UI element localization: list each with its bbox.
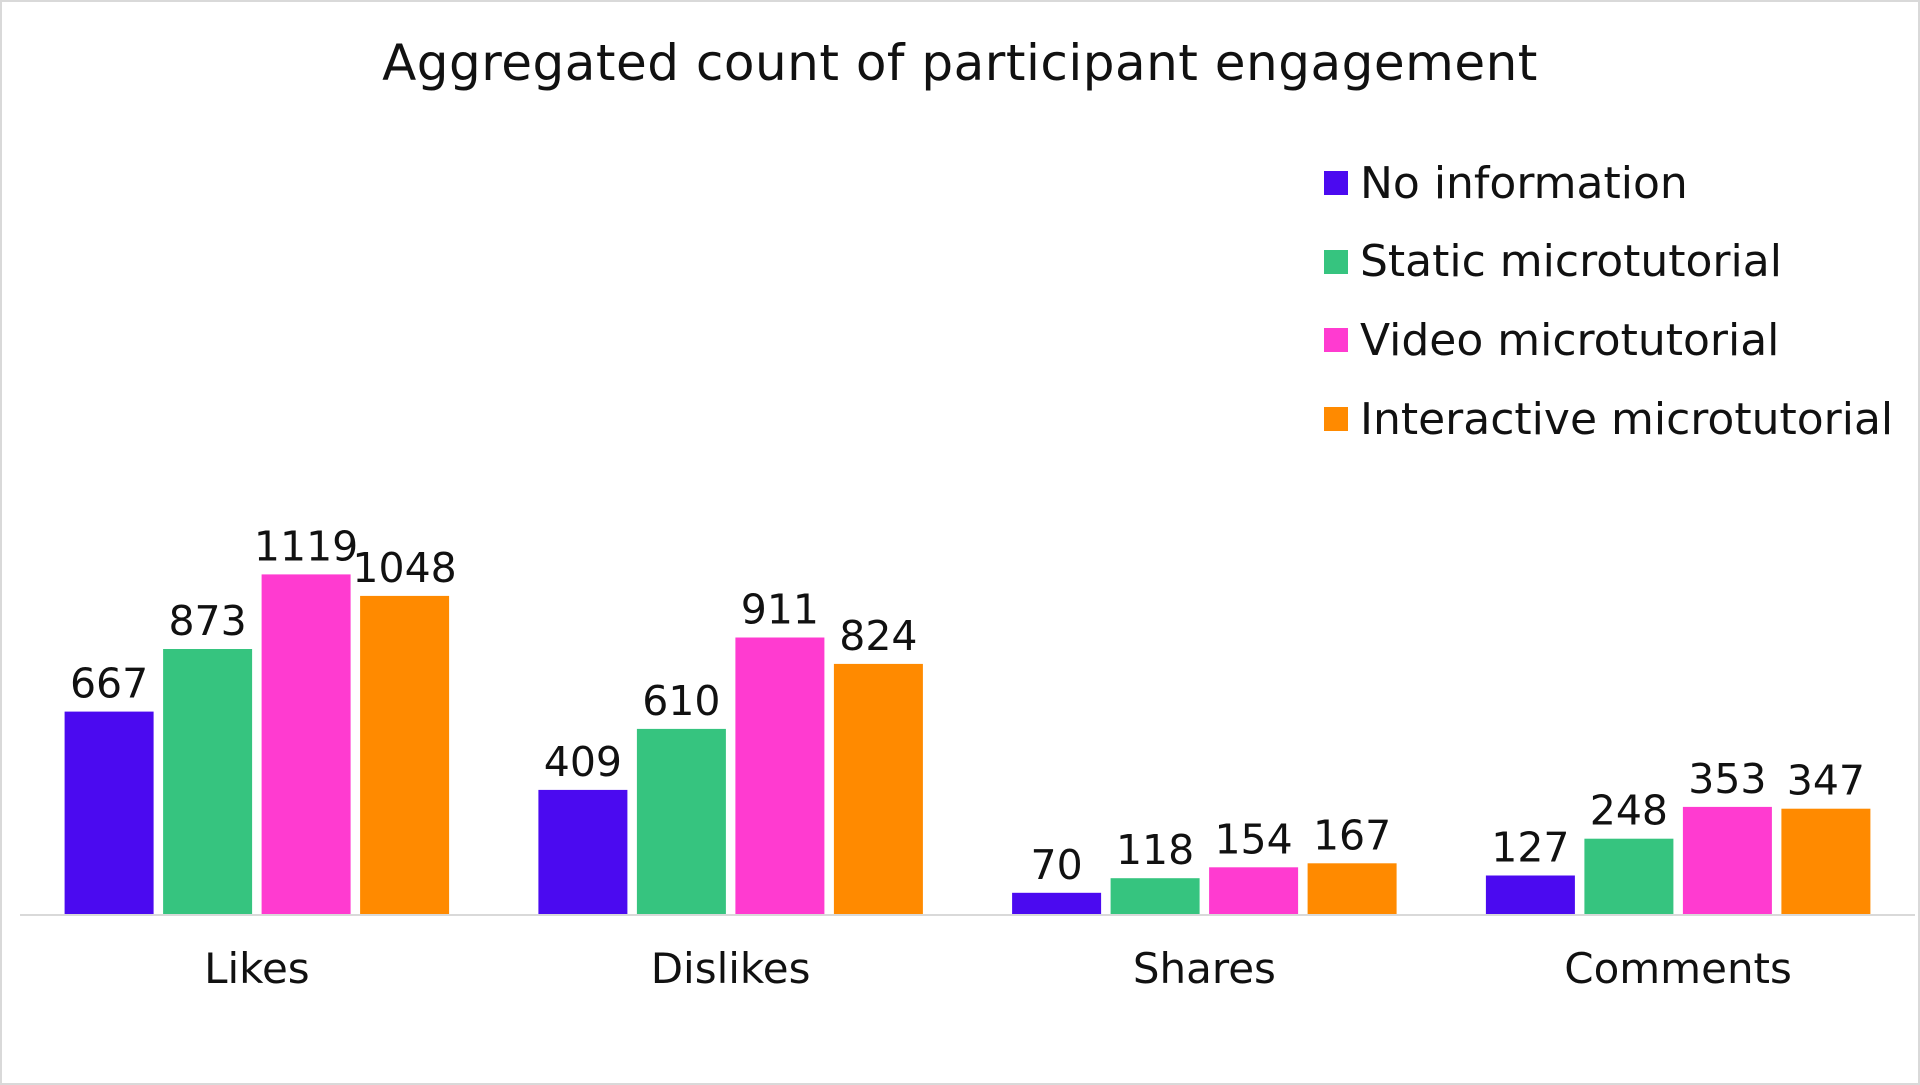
bar-comments-no-information xyxy=(1485,875,1575,914)
legend-swatch-video-microtutorial xyxy=(1324,328,1348,353)
data-label-comments-video-microtutorial: 353 xyxy=(1688,755,1766,803)
legend-item-no-information: No information xyxy=(1324,144,1893,223)
category-label-comments: Comments xyxy=(1564,944,1792,993)
category-label-likes: Likes xyxy=(204,944,310,993)
bar-comments-static-microtutorial xyxy=(1584,838,1674,914)
bar-comments-video-microtutorial xyxy=(1682,806,1772,914)
bar-comments-interactive-microtutorial xyxy=(1781,808,1871,914)
legend-label: Interactive microtutorial xyxy=(1360,393,1894,445)
legend-swatch-static-microtutorial xyxy=(1324,249,1348,274)
legend-swatch-no-information xyxy=(1324,171,1348,196)
category-labels-layer: Likes Dislikes Shares Comments xyxy=(204,944,1792,993)
bar-dislikes-no-information xyxy=(538,789,628,914)
data-label-shares-static-microtutorial: 118 xyxy=(1116,826,1194,874)
data-label-shares-interactive-microtutorial: 167 xyxy=(1313,811,1391,859)
bar-likes-static-microtutorial xyxy=(163,649,253,914)
chart-title: Aggregated count of participant engageme… xyxy=(382,34,1538,92)
category-label-dislikes: Dislikes xyxy=(651,944,811,993)
chart-legend: No information Static microtutorial Vide… xyxy=(1324,144,1893,458)
data-label-dislikes-video-microtutorial: 911 xyxy=(741,586,819,634)
category-label-shares: Shares xyxy=(1133,944,1276,993)
data-label-dislikes-interactive-microtutorial: 824 xyxy=(839,612,917,660)
legend-item-static-microtutorial: Static microtutorial xyxy=(1324,223,1893,302)
bar-shares-static-microtutorial xyxy=(1110,878,1200,914)
legend-label: No information xyxy=(1360,157,1688,209)
data-label-likes-video-microtutorial: 1119 xyxy=(254,522,358,570)
data-label-shares-no-information: 70 xyxy=(1031,841,1083,889)
bar-shares-no-information xyxy=(1012,892,1102,914)
bar-shares-video-microtutorial xyxy=(1209,867,1299,914)
bar-dislikes-interactive-microtutorial xyxy=(833,663,923,914)
data-label-dislikes-no-information: 409 xyxy=(544,738,622,786)
legend-label: Static microtutorial xyxy=(1360,236,1782,288)
legend-item-video-microtutorial: Video microtutorial xyxy=(1324,301,1893,380)
bars-layer xyxy=(64,574,1871,914)
legend-label: Video microtutorial xyxy=(1360,314,1780,366)
data-label-likes-no-information: 667 xyxy=(70,660,148,708)
legend-item-interactive-microtutorial: Interactive microtutorial xyxy=(1324,380,1893,459)
data-label-shares-video-microtutorial: 154 xyxy=(1214,815,1292,863)
bar-likes-video-microtutorial xyxy=(261,574,351,914)
data-label-likes-static-microtutorial: 873 xyxy=(168,597,246,645)
bar-dislikes-video-microtutorial xyxy=(735,637,825,914)
bar-likes-interactive-microtutorial xyxy=(360,595,450,914)
data-label-comments-interactive-microtutorial: 347 xyxy=(1787,757,1865,805)
bar-likes-no-information xyxy=(64,711,154,914)
legend-swatch-interactive-microtutorial xyxy=(1324,407,1348,432)
bar-shares-interactive-microtutorial xyxy=(1307,863,1397,914)
data-label-comments-no-information: 127 xyxy=(1491,824,1569,872)
bar-dislikes-static-microtutorial xyxy=(636,728,726,914)
data-label-likes-interactive-microtutorial: 1048 xyxy=(352,544,456,592)
data-label-comments-static-microtutorial: 248 xyxy=(1590,787,1668,835)
data-label-dislikes-static-microtutorial: 610 xyxy=(642,677,720,725)
